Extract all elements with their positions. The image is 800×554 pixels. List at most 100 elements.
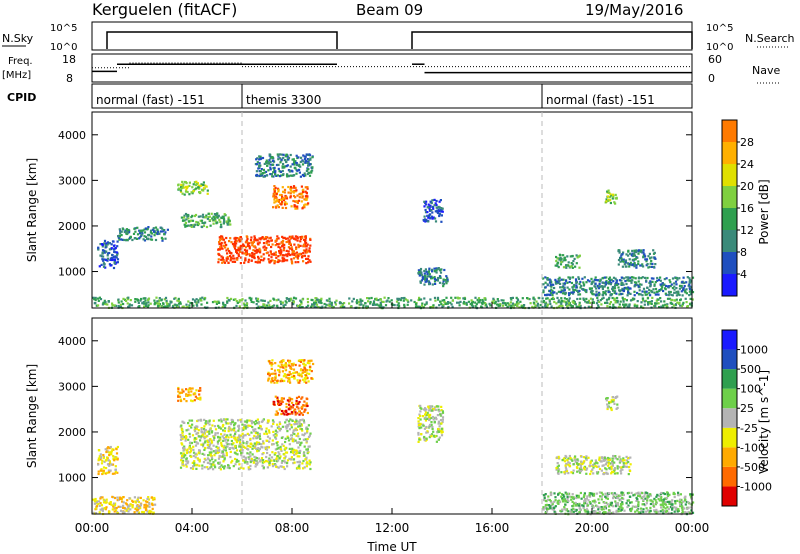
cell-13: [586, 279, 590, 282]
cell-6: [277, 198, 281, 202]
cell-4: [284, 237, 288, 240]
cell-6: [304, 203, 307, 206]
cell-7: [641, 492, 644, 495]
cell-2: [118, 234, 121, 238]
cell-1: [128, 304, 131, 307]
cell-0: [237, 429, 240, 432]
cell-8: [435, 203, 438, 207]
cell-0: [239, 449, 242, 452]
cell-4: [285, 402, 288, 406]
cell-7: [614, 505, 618, 508]
cell-0: [278, 429, 282, 432]
cell-4: [299, 240, 302, 243]
cell-2: [154, 226, 158, 229]
cell-6: [433, 421, 436, 424]
cell-6: [424, 413, 427, 416]
cell-2: [136, 237, 139, 240]
cell-4: [308, 259, 311, 262]
cell-4: [230, 252, 233, 255]
cell-4: [304, 235, 307, 238]
cell-6: [425, 414, 428, 417]
cell-1: [158, 297, 161, 300]
cell-11: [650, 259, 653, 263]
cell-1: [375, 297, 378, 300]
cell-1: [328, 304, 331, 307]
cell-9: [436, 268, 439, 271]
cell-1: [397, 298, 400, 301]
cell-5: [306, 369, 309, 372]
cell-7: [579, 508, 582, 512]
cell-6: [304, 198, 308, 201]
cell-1: [146, 305, 149, 308]
cell-0: [184, 454, 187, 457]
cell-0: [306, 437, 309, 441]
cell-0: [223, 465, 226, 468]
cell-7: [290, 174, 293, 177]
cell-1: [249, 298, 253, 301]
cell-1: [150, 510, 153, 513]
cell-13: [682, 287, 685, 290]
cell-0: [260, 457, 264, 460]
cell-0: [104, 242, 107, 245]
cell-3: [207, 212, 210, 215]
cell-0: [99, 243, 102, 246]
cell-13: [615, 281, 618, 284]
cell-1: [613, 297, 616, 300]
cell-7: [606, 503, 609, 506]
cell-7: [553, 500, 556, 503]
power-plot-bg: [92, 112, 692, 308]
cell-13: [585, 281, 588, 284]
cell-9: [446, 278, 449, 281]
cell-1: [122, 501, 125, 504]
cell-1: [160, 299, 163, 302]
cell-4: [274, 251, 277, 254]
cell-0: [292, 448, 295, 451]
cell-7: [660, 503, 663, 506]
cell-4: [276, 243, 279, 246]
cell-7: [550, 492, 553, 495]
cell-1: [200, 303, 203, 306]
cell-13: [571, 286, 574, 289]
cell-9: [426, 272, 429, 275]
cell-2: [105, 450, 108, 454]
cell-5: [180, 183, 183, 186]
cell-4: [237, 238, 241, 241]
cell-4: [251, 254, 254, 257]
cell-5: [293, 371, 296, 374]
cell-0: [103, 263, 106, 266]
cell-0: [180, 442, 183, 445]
cell-7: [261, 172, 265, 175]
cell-0: [284, 455, 287, 458]
cell-1: [349, 305, 352, 308]
cell-5: [280, 378, 283, 381]
cell-1: [306, 301, 310, 304]
cell-7: [584, 500, 587, 503]
cell-1: [359, 300, 363, 303]
cell-0: [241, 432, 244, 435]
cell-1: [200, 299, 203, 302]
cell-0: [261, 446, 264, 449]
cell-0: [277, 425, 280, 428]
cell-0: [200, 443, 203, 446]
cell-5: [197, 184, 200, 187]
cell-4: [278, 251, 282, 254]
cell-7: [598, 501, 601, 504]
cell-1: [387, 297, 390, 300]
cell-1: [168, 303, 171, 306]
cell-7: [291, 158, 294, 161]
cell-7: [256, 161, 259, 164]
cell-13: [604, 293, 607, 296]
cell-13: [673, 282, 676, 285]
cell-1: [250, 300, 253, 303]
cell-0: [288, 447, 291, 450]
cell-1: [177, 300, 180, 303]
cell-7: [604, 492, 607, 495]
cell-6: [431, 426, 434, 429]
cell-3: [180, 216, 183, 219]
cell-1: [561, 304, 564, 308]
cell-13: [548, 278, 551, 281]
cell-6: [422, 424, 425, 427]
cell-1: [250, 297, 253, 300]
cell-3: [198, 222, 201, 225]
cell-7: [548, 498, 551, 502]
